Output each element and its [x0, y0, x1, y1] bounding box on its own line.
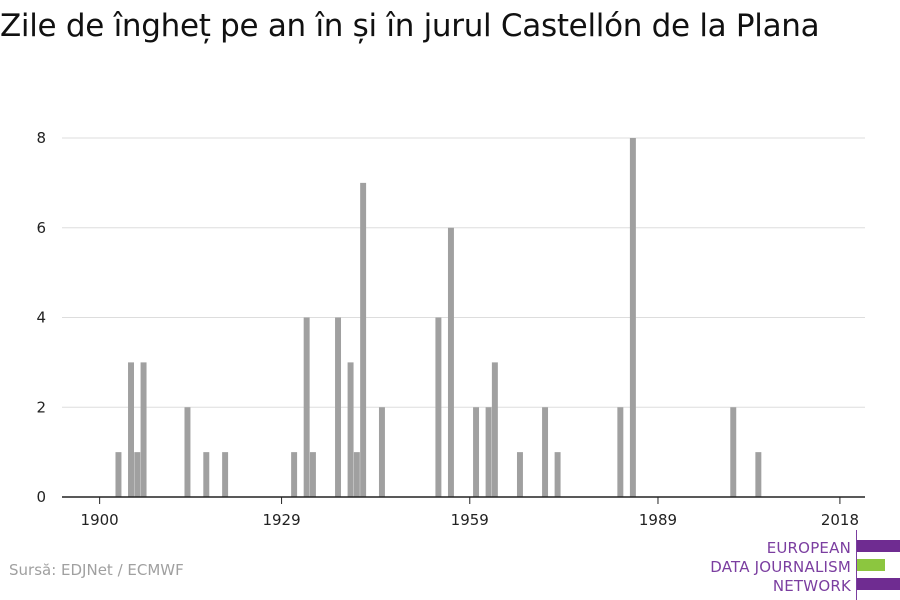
logo-line-3: NETWORK	[772, 577, 851, 595]
logo-divider	[856, 530, 857, 600]
bar	[222, 452, 229, 497]
bar	[184, 407, 191, 497]
bar	[617, 407, 624, 497]
bar	[485, 407, 492, 497]
y-tick-label: 2	[36, 398, 46, 416]
bar-series	[115, 138, 762, 497]
x-axis-ticks: 1900 1929 1959 1989 2018	[81, 497, 859, 529]
bar	[360, 182, 367, 497]
bar	[554, 452, 561, 497]
bar	[378, 407, 385, 497]
bar	[128, 362, 134, 497]
x-tick-label: 1900	[81, 511, 119, 529]
bar	[303, 317, 310, 497]
logo-bar-middle	[857, 559, 885, 571]
bar	[473, 407, 480, 497]
bar	[353, 452, 360, 497]
logo-bar-top	[857, 540, 900, 552]
y-tick-label: 4	[36, 309, 46, 327]
bar	[203, 452, 210, 497]
bar	[755, 452, 762, 497]
bar	[309, 452, 316, 497]
chart-title: Zile de îngheț pe an în și în jurul Cast…	[0, 8, 820, 44]
bar	[291, 452, 298, 497]
y-tick-label: 6	[36, 219, 46, 237]
bar	[335, 317, 342, 497]
bar	[115, 452, 122, 497]
logo-text: EUROPEAN DATA JOURNALISM NETWORK	[710, 539, 851, 596]
bar	[134, 452, 141, 497]
y-gridlines	[62, 137, 865, 408]
bar	[140, 362, 147, 497]
bar	[516, 452, 523, 497]
bar	[435, 317, 442, 497]
bar	[347, 362, 354, 497]
bar	[542, 407, 549, 497]
bar	[491, 362, 498, 497]
y-tick-label: 8	[36, 129, 46, 147]
edjnet-logo: EUROPEAN DATA JOURNALISM NETWORK	[700, 530, 900, 600]
x-tick-label: 2018	[821, 511, 859, 529]
x-tick-label: 1989	[639, 511, 677, 529]
bar	[730, 407, 737, 497]
bar	[447, 227, 454, 497]
y-tick-label: 0	[36, 488, 46, 506]
logo-bar-bottom	[857, 578, 900, 590]
y-axis-labels: 0 2 4 6 8	[36, 129, 46, 506]
x-tick-label: 1929	[262, 511, 300, 529]
source-note: Sursă: EDJNet / ECMWF	[9, 561, 184, 579]
logo-line-2: DATA JOURNALISM	[710, 558, 851, 576]
bar	[629, 138, 636, 497]
logo-line-1: EUROPEAN	[766, 539, 851, 557]
x-tick-label: 1959	[451, 511, 489, 529]
